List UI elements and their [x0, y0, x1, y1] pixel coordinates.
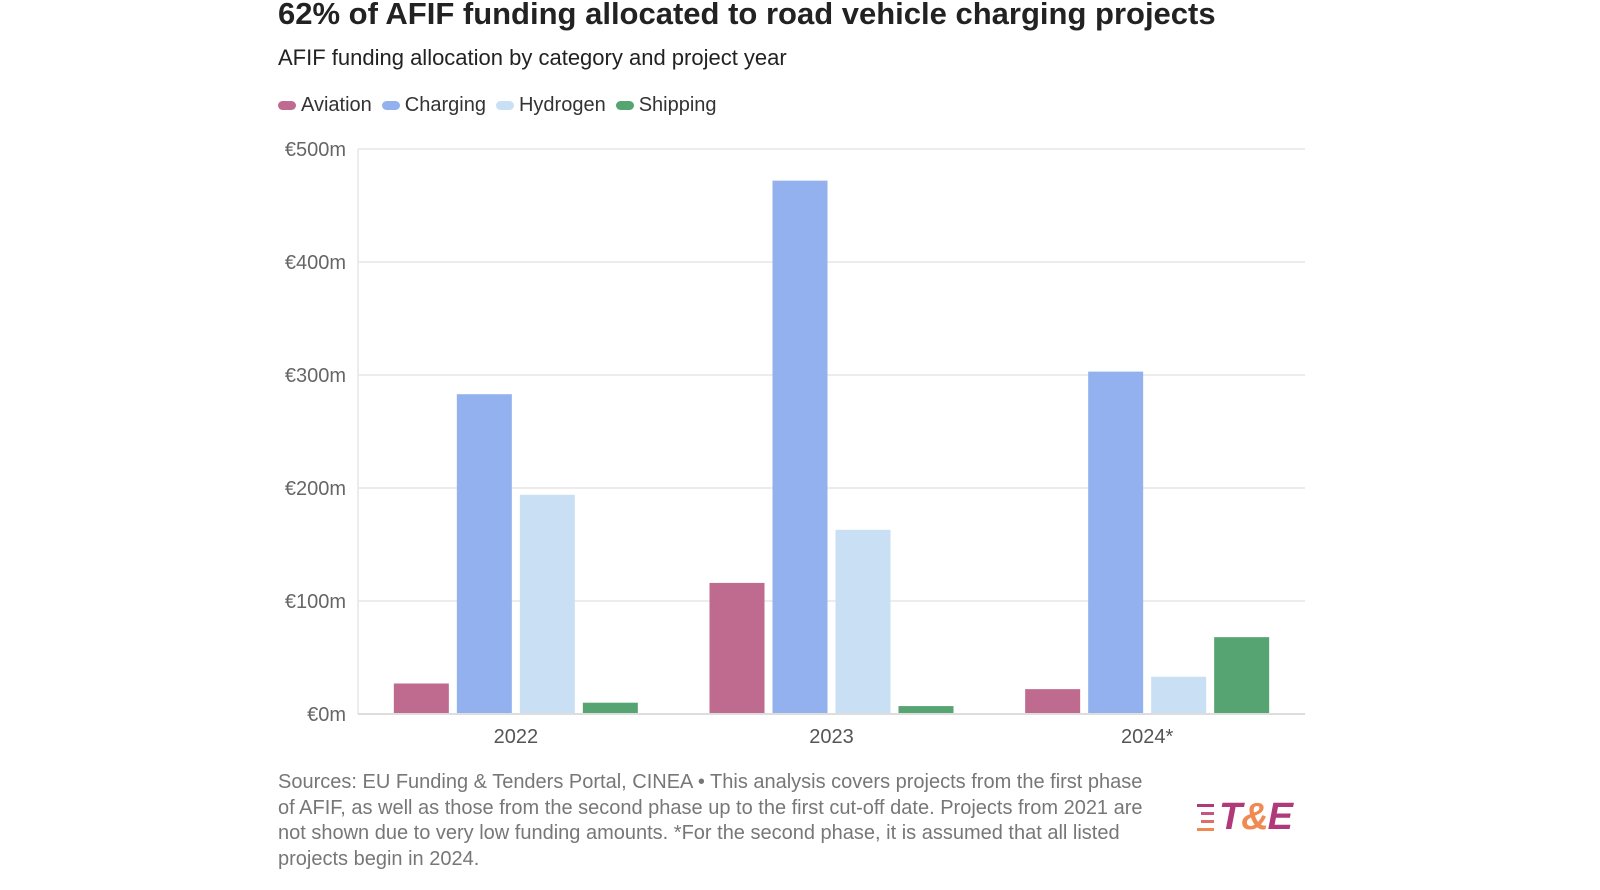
- bar-shipping-2024: [1214, 637, 1270, 714]
- te-logo-text: T&E: [1219, 796, 1293, 838]
- te-logo-t: T: [1219, 796, 1242, 838]
- y-tick-label: €0m: [307, 704, 346, 726]
- legend-label-shipping: Shipping: [638, 94, 717, 116]
- chart-title: 62% of AFIF funding allocated to road ve…: [278, 0, 1216, 31]
- te-logo-e: E: [1267, 796, 1293, 838]
- bar-charging-2024: [1088, 371, 1144, 714]
- bar-charging-2022: [456, 394, 512, 714]
- legend-item-hydrogen: Hydrogen: [495, 94, 606, 117]
- bar-aviation-2022: [393, 683, 449, 714]
- bar-hydrogen-2024: [1151, 676, 1207, 714]
- legend-swatch-hydrogen: [495, 101, 514, 110]
- legend-swatch-shipping: [615, 101, 634, 110]
- legend-item-shipping: Shipping: [615, 94, 717, 117]
- legend-label-charging: Charging: [404, 94, 486, 116]
- bar-charging-2023: [772, 180, 828, 714]
- legend-item-charging: Charging: [381, 94, 486, 117]
- y-tick-label: €200m: [285, 478, 346, 500]
- te-logo-mark-icon: [1197, 804, 1214, 831]
- y-tick-label: €400m: [285, 252, 346, 274]
- y-tick-label: €100m: [285, 591, 346, 613]
- bar-hydrogen-2023: [835, 529, 891, 714]
- legend-label-aviation: Aviation: [301, 94, 372, 116]
- bar-hydrogen-2022: [519, 494, 575, 714]
- legend-item-aviation: Aviation: [278, 94, 372, 117]
- x-tick-label: 2023: [809, 726, 854, 748]
- source-note: Sources: EU Funding & Tenders Portal, CI…: [278, 771, 1143, 870]
- x-tick-label: 2024*: [1121, 726, 1173, 748]
- legend-swatch-aviation: [278, 101, 296, 110]
- te-logo-amp: &: [1241, 796, 1268, 838]
- bar-shipping-2022: [582, 702, 638, 714]
- y-tick-label: €500m: [285, 139, 346, 161]
- legend-label-hydrogen: Hydrogen: [518, 94, 606, 116]
- x-tick-label: 2022: [494, 726, 539, 748]
- legend-swatch-charging: [381, 101, 400, 110]
- chart-subtitle: AFIF funding allocation by category and …: [278, 45, 787, 70]
- legend: Aviation Charging Hydrogen Shipping: [278, 94, 727, 117]
- te-logo: T&E: [1195, 796, 1293, 838]
- bar-aviation-2023: [709, 582, 765, 714]
- y-tick-label: €300m: [285, 365, 346, 387]
- bar-aviation-2024: [1025, 689, 1081, 714]
- bar-shipping-2023: [898, 706, 954, 714]
